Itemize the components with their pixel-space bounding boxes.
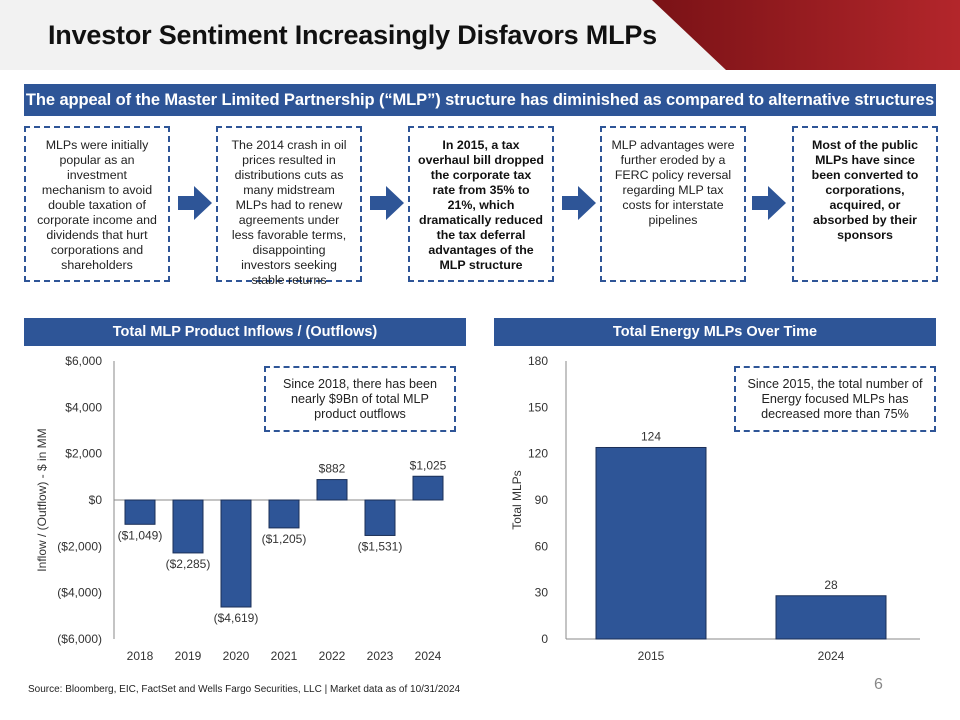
- chart1-x-tick-label: 2022: [319, 649, 346, 663]
- chart1-bar: [364, 499, 396, 536]
- chart2-data-label: 124: [641, 429, 661, 443]
- chart1-data-label: ($1,049): [118, 528, 163, 542]
- arrow-right-icon: [178, 186, 212, 220]
- arrow-right-icon: [562, 186, 596, 220]
- chart2-y-tick-label: 180: [528, 354, 548, 368]
- chart1-x-tick-label: 2023: [367, 649, 394, 663]
- step-3-box: In 2015, a tax overhaul bill dropped the…: [408, 126, 554, 282]
- page-number: 6: [874, 676, 883, 693]
- chart1-x-tick-label: 2021: [271, 649, 298, 663]
- chart1-y-tick-label: ($6,000): [57, 632, 102, 646]
- chart2-x-tick-label: 2015: [638, 649, 665, 663]
- chart2-x-tick-label: 2024: [818, 649, 845, 663]
- chart2-bar: [595, 446, 707, 640]
- chart1-data-label: $882: [319, 462, 346, 476]
- chart1-data-label: ($1,531): [358, 539, 403, 553]
- step-4-box: MLP advantages were further eroded by a …: [600, 126, 746, 282]
- chart1-bar: [220, 499, 252, 608]
- chart2-callout: Since 2015, the total number of Energy f…: [734, 366, 936, 432]
- chart1-x-tick-label: 2018: [127, 649, 154, 663]
- arrow-right-icon: [752, 186, 786, 220]
- chart1-callout: Since 2018, there has been nearly $9Bn o…: [264, 366, 456, 432]
- step-1-box: MLPs were initially popular as an invest…: [24, 126, 170, 282]
- chart1-bar: [124, 499, 156, 525]
- header-red-wedge: [652, 0, 960, 70]
- chart1-x-tick-label: 2019: [175, 649, 202, 663]
- chart2-y-axis-title: Total MLPs: [510, 470, 524, 529]
- chart1-bar: [412, 475, 444, 501]
- chart2-y-tick-label: 120: [528, 447, 548, 461]
- chart1-bar: [172, 499, 204, 554]
- chart1-data-label: ($4,619): [214, 611, 259, 625]
- chart1-data-label: ($1,205): [262, 532, 307, 546]
- chart2-bar: [775, 595, 887, 640]
- step-5-box: Most of the public MLPs have since been …: [792, 126, 938, 282]
- chart1-y-tick-label: $0: [89, 493, 103, 507]
- chart1-y-tick-label: ($2,000): [57, 539, 102, 553]
- subtitle-banner: The appeal of the Master Limited Partner…: [24, 84, 936, 116]
- chart2-y-tick-label: 30: [535, 586, 549, 600]
- chart1-y-axis-title: Inflow / (Outflow) - $ in MM: [35, 428, 49, 571]
- chart1-x-tick-label: 2024: [415, 649, 442, 663]
- chart1-y-tick-label: $6,000: [65, 354, 102, 368]
- chart1-title: Total MLP Product Inflows / (Outflows): [24, 318, 466, 346]
- chart2-title: Total Energy MLPs Over Time: [494, 318, 936, 346]
- step-2-box: The 2014 crash in oil prices resulted in…: [216, 126, 362, 287]
- chart1-y-tick-label: $2,000: [65, 447, 102, 461]
- chart1-bar: [316, 479, 348, 501]
- chart1-bar: [268, 499, 300, 529]
- arrow-right-icon: [370, 186, 404, 220]
- chart2-y-tick-label: 90: [535, 493, 549, 507]
- chart2-y-tick-label: 0: [541, 632, 548, 646]
- chart1-data-label: ($2,285): [166, 557, 211, 571]
- chart2-y-tick-label: 60: [535, 539, 549, 553]
- chart2-y-tick-label: 150: [528, 400, 548, 414]
- chart1-y-tick-label: $4,000: [65, 400, 102, 414]
- chart1-x-tick-label: 2020: [223, 649, 250, 663]
- chart1-y-tick-label: ($4,000): [57, 586, 102, 600]
- source-footnote: Source: Bloomberg, EIC, FactSet and Well…: [28, 684, 461, 695]
- chart1-data-label: $1,025: [410, 458, 447, 472]
- chart2-data-label: 28: [824, 578, 838, 592]
- page-title: Investor Sentiment Increasingly Disfavor…: [48, 20, 657, 50]
